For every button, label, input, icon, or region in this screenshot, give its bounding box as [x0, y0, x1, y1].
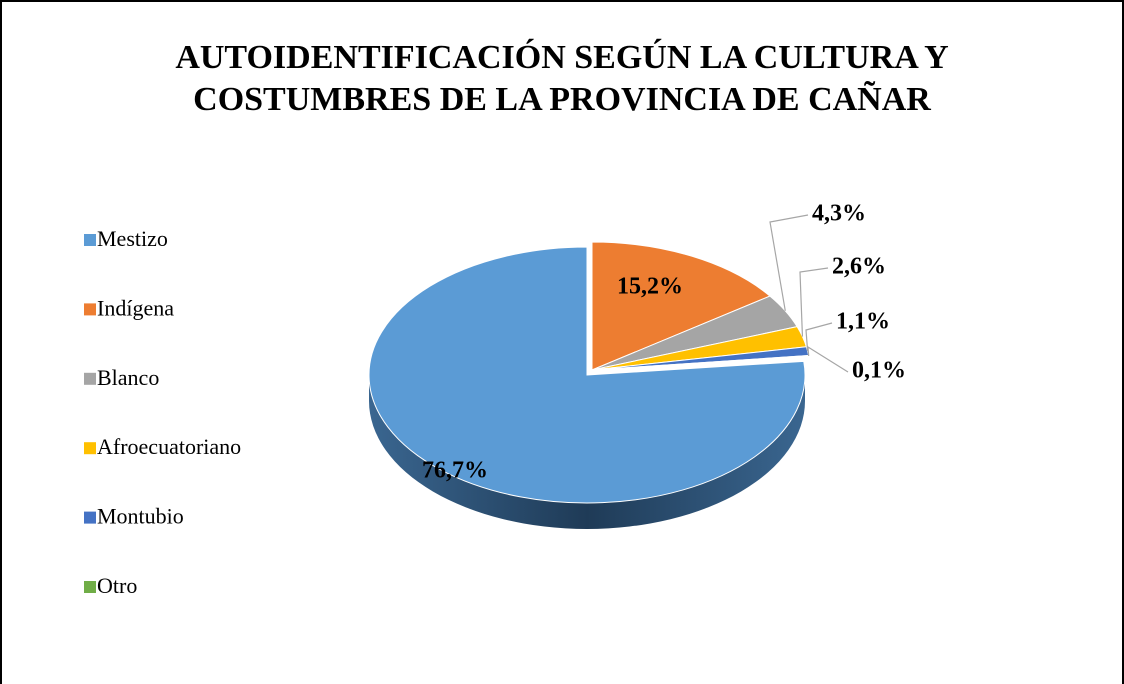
- pie-slice: [591, 241, 771, 371]
- pie-side: [369, 375, 805, 529]
- legend-swatch: [84, 303, 96, 316]
- leader-line: [807, 345, 849, 373]
- data-label: 2,6%: [832, 254, 886, 280]
- data-label: 0,1%: [852, 358, 906, 384]
- legend-label: Mestizo: [97, 226, 168, 251]
- legend-label: Blanco: [97, 365, 159, 390]
- legend-label: Otro: [97, 573, 137, 598]
- legend-swatch: [84, 372, 96, 385]
- legend-swatch: [84, 581, 96, 593]
- legend-label: Afroecuatoriano: [97, 434, 241, 459]
- data-label: 1,1%: [836, 309, 890, 335]
- data-label: 76,7%: [422, 458, 488, 484]
- chart-title: COSTUMBRES DE LA PROVINCIA DE CAÑAR: [193, 81, 931, 118]
- chart-title: AUTOIDENTIFICACIÓN SEGÚN LA CULTURA Y: [175, 38, 948, 76]
- leader-line: [805, 322, 833, 352]
- leader-line: [769, 214, 809, 311]
- leader-line: [799, 267, 829, 337]
- legend-swatch: [84, 511, 96, 524]
- pie-slice: [368, 246, 806, 504]
- legend-label: Indígena: [97, 295, 174, 320]
- legend-label: Montubio: [97, 504, 184, 529]
- data-label: 4,3%: [812, 201, 866, 227]
- data-label: 15,2%: [617, 274, 683, 300]
- legend-swatch: [84, 234, 96, 246]
- legend-swatch: [84, 442, 96, 455]
